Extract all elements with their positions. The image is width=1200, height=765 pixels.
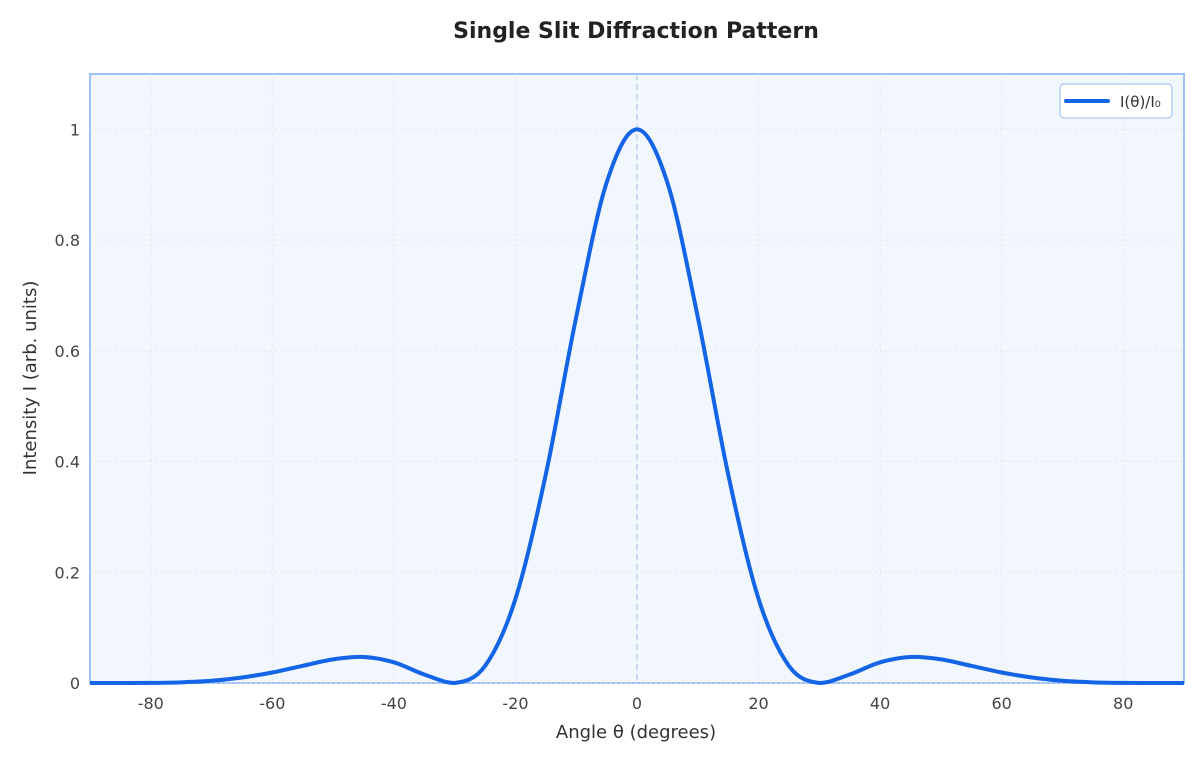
y-axis-label: Intensity I (arb. units) xyxy=(20,281,41,476)
x-tick-label: -80 xyxy=(138,694,164,713)
y-axis: 0 0.2 0.4 0.6 0.8 1 xyxy=(55,120,80,693)
x-tick-label: 60 xyxy=(991,694,1011,713)
y-tick-label: 0.2 xyxy=(55,563,80,582)
x-tick-label: 80 xyxy=(1113,694,1133,713)
x-tick-label: -60 xyxy=(259,694,285,713)
grid xyxy=(90,74,1184,684)
y-tick-label: 0.6 xyxy=(55,342,80,361)
x-tick-label: 20 xyxy=(748,694,768,713)
legend: I(θ)/I₀ xyxy=(1059,83,1173,119)
chart-title: Single Slit Diffraction Pattern xyxy=(453,19,819,44)
y-tick-label: 0 xyxy=(70,674,80,693)
x-tick-label: 40 xyxy=(870,694,890,713)
y-tick-label: 0.4 xyxy=(55,453,80,472)
y-tick-label: 0.8 xyxy=(55,231,80,250)
x-axis-label: Angle θ (degrees) xyxy=(556,722,716,743)
x-tick-label: -20 xyxy=(502,694,528,713)
series-line xyxy=(89,127,1185,685)
y-tick-label: 1 xyxy=(70,120,80,139)
legend-label: I(θ)/I₀ xyxy=(1120,93,1161,111)
x-tick-label: -40 xyxy=(381,694,407,713)
legend-box xyxy=(1059,83,1173,119)
x-tick-label: 0 xyxy=(632,694,642,713)
x-axis: -80 -60 -40 -20 0 20 40 60 80 xyxy=(138,694,1134,713)
